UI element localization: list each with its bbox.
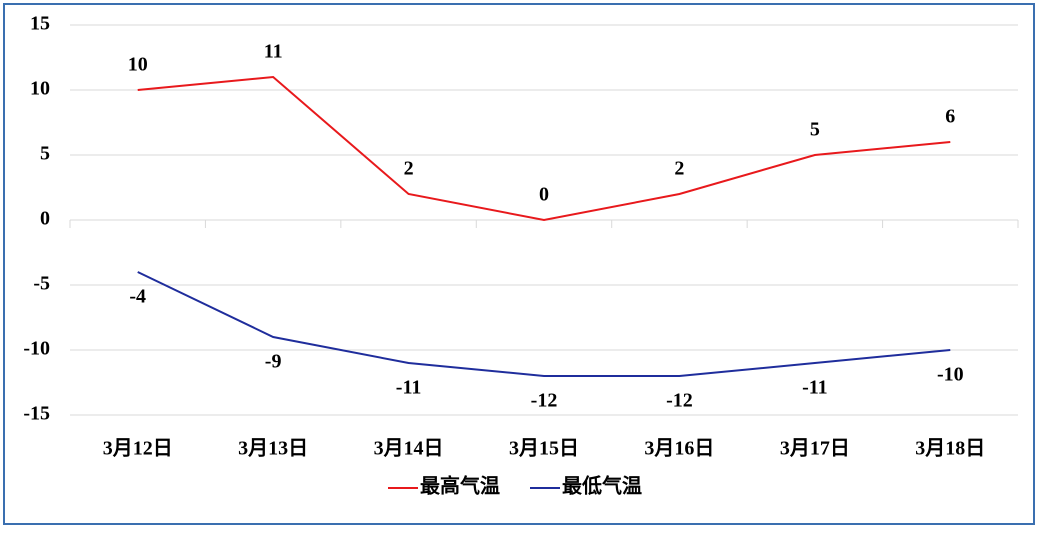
x-tick-label: 3月15日 (509, 438, 579, 460)
data-label: 2 (674, 158, 684, 180)
y-tick-label: 15 (30, 13, 50, 35)
data-label: 10 (128, 54, 148, 76)
y-tick-label: 0 (40, 208, 50, 230)
x-tick-label: 3月17日 (780, 438, 850, 460)
data-label: 5 (810, 119, 820, 141)
data-label: 11 (264, 41, 283, 63)
x-tick-label: 3月12日 (103, 438, 173, 460)
y-tick-label: -15 (23, 403, 50, 425)
x-tick-label: 3月14日 (374, 438, 444, 460)
data-label: 0 (539, 184, 549, 206)
x-tick-label: 3月13日 (238, 438, 308, 460)
data-label: -11 (396, 377, 422, 399)
data-label: -9 (265, 351, 282, 373)
data-label: -12 (666, 390, 693, 412)
data-label: -4 (129, 286, 146, 308)
chart-frame (3, 3, 1035, 525)
data-label: -10 (937, 364, 964, 386)
y-tick-label: 5 (40, 143, 50, 165)
series-line (137, 75, 951, 222)
data-label: -12 (531, 390, 558, 412)
data-label: -11 (802, 377, 828, 399)
x-tick-label: 3月16日 (644, 438, 714, 460)
series-line (137, 271, 951, 377)
y-tick-label: -10 (23, 338, 50, 360)
legend-label: 最低气温 (562, 474, 642, 498)
y-tick-label: 10 (30, 78, 50, 100)
y-tick-label: -5 (33, 273, 50, 295)
data-label: 6 (945, 106, 955, 128)
legend-label: 最高气温 (420, 474, 500, 498)
data-label: 2 (404, 158, 414, 180)
x-tick-label: 3月18日 (915, 438, 985, 460)
